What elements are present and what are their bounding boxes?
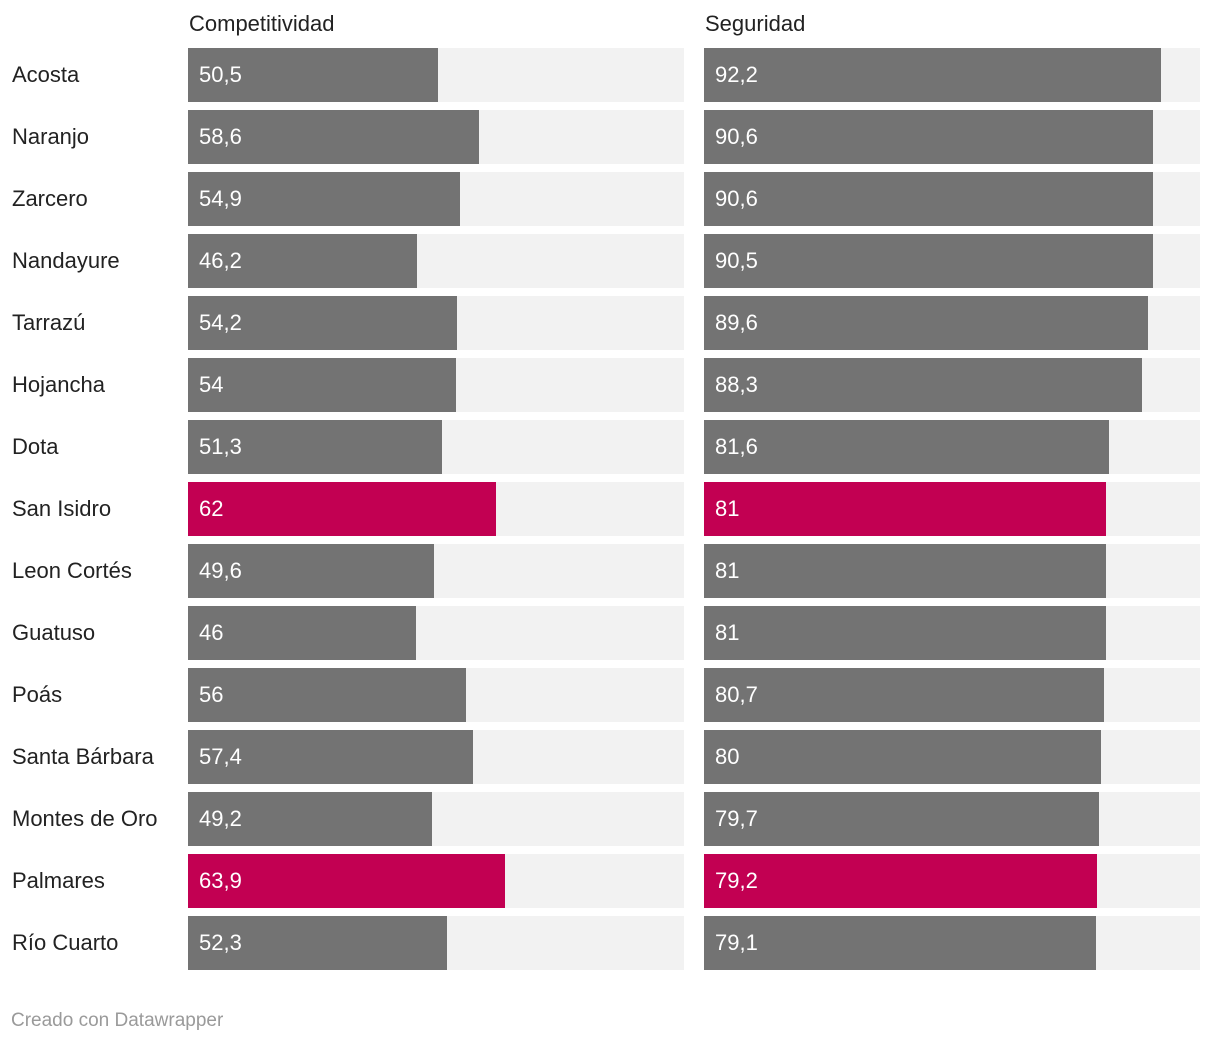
bar bbox=[188, 854, 505, 908]
data-label: 90,6 bbox=[715, 186, 758, 211]
data-label: 90,6 bbox=[715, 124, 758, 149]
category-label: Acosta bbox=[12, 62, 80, 87]
data-label: 46,2 bbox=[199, 248, 242, 273]
data-label: 80 bbox=[715, 744, 740, 769]
category-label: Tarrazú bbox=[12, 310, 86, 335]
category-label: Guatuso bbox=[12, 620, 96, 645]
bar bbox=[188, 482, 496, 536]
data-label: 54,2 bbox=[199, 310, 242, 335]
bar bbox=[188, 420, 442, 474]
bar bbox=[188, 730, 473, 784]
data-label: 49,6 bbox=[199, 558, 242, 583]
data-label: 81,6 bbox=[715, 434, 758, 459]
data-label: 79,2 bbox=[715, 868, 758, 893]
bar bbox=[704, 916, 1096, 970]
category-label: Zarcero bbox=[12, 186, 88, 211]
bar bbox=[704, 730, 1101, 784]
category-label: Leon Cortés bbox=[12, 558, 132, 583]
bar bbox=[188, 358, 456, 412]
category-label: Río Cuarto bbox=[12, 930, 119, 955]
data-label: 50,5 bbox=[199, 62, 242, 87]
data-label: 63,9 bbox=[199, 868, 242, 893]
data-label: 90,5 bbox=[715, 248, 758, 273]
data-label: 54,9 bbox=[199, 186, 242, 211]
bar bbox=[188, 916, 447, 970]
bar bbox=[188, 296, 457, 350]
category-label: Poás bbox=[12, 682, 63, 707]
data-label: 52,3 bbox=[199, 930, 242, 955]
column-title-1: Seguridad bbox=[705, 11, 806, 36]
bar bbox=[188, 668, 466, 722]
data-label: 56 bbox=[199, 682, 224, 707]
data-label: 51,3 bbox=[199, 434, 242, 459]
data-label: 81 bbox=[715, 620, 740, 645]
data-label: 88,3 bbox=[715, 372, 758, 397]
data-label: 57,4 bbox=[199, 744, 242, 769]
data-label: 81 bbox=[715, 496, 740, 521]
bar bbox=[188, 234, 417, 288]
category-label: Montes de Oro bbox=[12, 806, 158, 831]
data-label: 46 bbox=[199, 620, 224, 645]
bar bbox=[188, 544, 434, 598]
category-label: Naranjo bbox=[12, 124, 90, 149]
bar bbox=[188, 48, 438, 102]
data-label: 62 bbox=[199, 496, 224, 521]
bar bbox=[704, 358, 1142, 412]
bar bbox=[704, 668, 1104, 722]
bar bbox=[188, 172, 460, 226]
category-label: Dota bbox=[12, 434, 59, 459]
category-label: Nandayure bbox=[12, 248, 120, 273]
bar bbox=[188, 110, 479, 164]
bar bbox=[704, 48, 1161, 102]
bar bbox=[704, 420, 1109, 474]
bar-chart: Competitividad Seguridad Acosta 50,5 92,2 Nar… bbox=[12, 11, 1200, 970]
data-label: 81 bbox=[715, 558, 740, 583]
bar bbox=[188, 606, 416, 660]
credit-footer: Creado con Datawrapper bbox=[11, 1010, 224, 1031]
bar bbox=[704, 606, 1106, 660]
data-label: 49,2 bbox=[199, 806, 242, 831]
data-label: 58,6 bbox=[199, 124, 242, 149]
category-label: Hojancha bbox=[12, 372, 105, 397]
bar bbox=[704, 854, 1097, 908]
data-label: 54 bbox=[199, 372, 224, 397]
bar bbox=[188, 792, 432, 846]
column-title-0: Competitividad bbox=[189, 11, 335, 36]
data-label: 80,7 bbox=[715, 682, 758, 707]
bar bbox=[704, 172, 1153, 226]
bar bbox=[704, 544, 1106, 598]
bar bbox=[704, 234, 1153, 288]
category-label: Santa Bárbara bbox=[12, 744, 154, 769]
data-label: 79,1 bbox=[715, 930, 758, 955]
data-label: 92,2 bbox=[715, 62, 758, 87]
category-label: San Isidro bbox=[12, 496, 112, 521]
bar bbox=[704, 110, 1153, 164]
data-label: 89,6 bbox=[715, 310, 758, 335]
bar bbox=[704, 296, 1148, 350]
bar bbox=[704, 482, 1106, 536]
data-label: 79,7 bbox=[715, 806, 758, 831]
bar bbox=[704, 792, 1099, 846]
category-label: Palmares bbox=[12, 868, 105, 893]
